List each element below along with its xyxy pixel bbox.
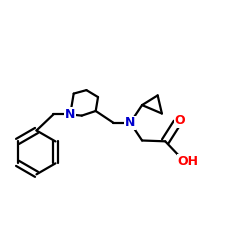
Text: N: N — [125, 116, 136, 129]
Text: N: N — [65, 108, 76, 121]
Text: OH: OH — [178, 155, 199, 168]
Text: O: O — [175, 114, 185, 127]
